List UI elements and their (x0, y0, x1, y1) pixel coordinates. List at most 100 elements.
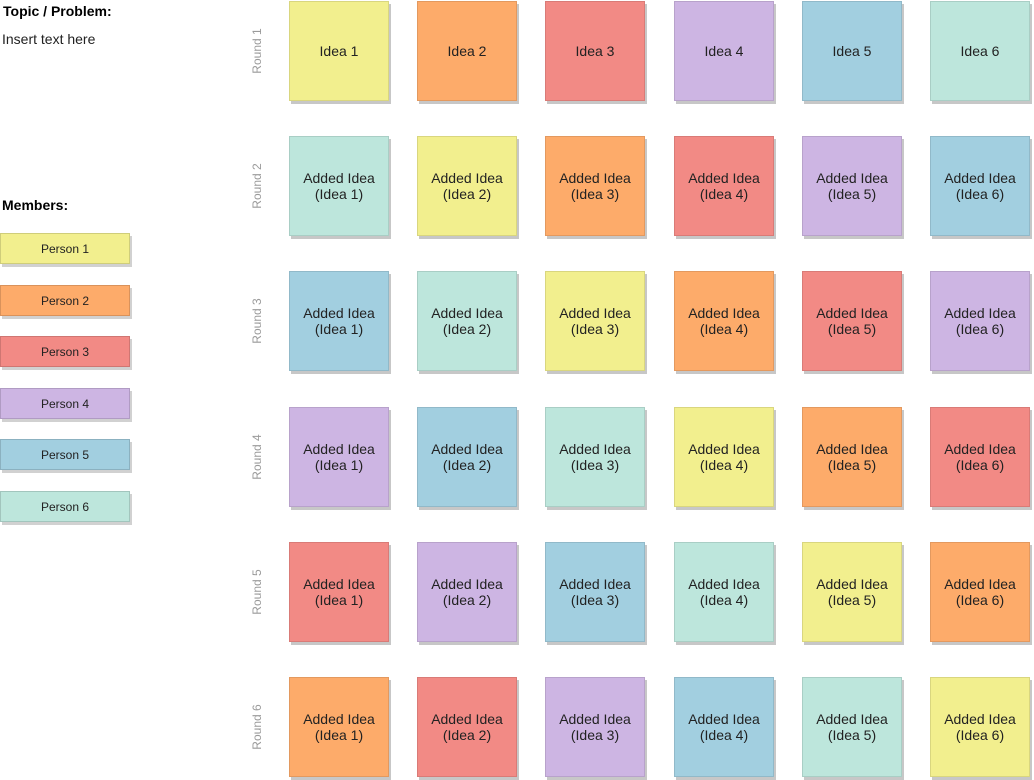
note-line-1: Idea 6 (960, 43, 1000, 59)
sticky-note-r3-c5[interactable]: Added Idea (Idea 5) (802, 271, 902, 371)
sticky-note-r1-c4[interactable]: Idea 4 (674, 1, 774, 101)
note-line-1: Added Idea (559, 576, 631, 592)
note-line-1: Added Idea (944, 576, 1016, 592)
note-line-1: Added Idea (944, 305, 1016, 321)
note-line-1: Added Idea (431, 711, 503, 727)
note-line-2: (Idea 6) (955, 592, 1005, 608)
sticky-note-r3-c2[interactable]: Added Idea (Idea 2) (417, 271, 517, 371)
sticky-note-r3-c3[interactable]: Added Idea (Idea 3) (545, 271, 645, 371)
members-title: Members: (2, 197, 69, 213)
sticky-note-r4-c6[interactable]: Added Idea (Idea 6) (930, 407, 1030, 507)
note-line-1: Added Idea (688, 576, 760, 592)
topic-title: Topic / Problem: (3, 3, 112, 19)
sticky-note-r5-c4[interactable]: Added Idea (Idea 4) (674, 542, 774, 642)
sticky-note-r5-c3[interactable]: Added Idea (Idea 3) (545, 542, 645, 642)
sticky-note-r4-c5[interactable]: Added Idea (Idea 5) (802, 407, 902, 507)
note-line-1: Added Idea (431, 170, 503, 186)
note-line-2: (Idea 3) (570, 727, 620, 743)
note-line-1: Added Idea (431, 305, 503, 321)
note-line-2: (Idea 5) (827, 186, 877, 202)
member-note-1[interactable]: Person 1 (0, 233, 130, 264)
sticky-note-r6-c6[interactable]: Added Idea (Idea 6) (930, 677, 1030, 777)
sticky-note-r5-c2[interactable]: Added Idea (Idea 2) (417, 542, 517, 642)
note-line-1: Added Idea (303, 305, 375, 321)
note-line-2: (Idea 5) (827, 727, 877, 743)
round-label-1: Round 1 (250, 28, 264, 74)
note-line-1: Added Idea (816, 441, 888, 457)
sticky-note-r6-c1[interactable]: Added Idea (Idea 1) (289, 677, 389, 777)
member-note-2[interactable]: Person 2 (0, 285, 130, 316)
note-line-1: Added Idea (431, 576, 503, 592)
note-line-1: Added Idea (559, 170, 631, 186)
member-note-3[interactable]: Person 3 (0, 336, 130, 367)
note-line-1: Added Idea (816, 711, 888, 727)
note-line-2: (Idea 5) (827, 321, 877, 337)
sticky-note-r4-c4[interactable]: Added Idea (Idea 4) (674, 407, 774, 507)
sticky-note-r2-c4[interactable]: Added Idea (Idea 4) (674, 136, 774, 236)
note-line-1: Added Idea (431, 441, 503, 457)
note-line-2: (Idea 6) (955, 727, 1005, 743)
sticky-note-r2-c6[interactable]: Added Idea (Idea 6) (930, 136, 1030, 236)
note-line-1: Idea 1 (319, 43, 359, 59)
sticky-note-r2-c5[interactable]: Added Idea (Idea 5) (802, 136, 902, 236)
note-line-1: Added Idea (816, 305, 888, 321)
note-line-2: (Idea 5) (827, 592, 877, 608)
note-line-2: (Idea 2) (442, 727, 492, 743)
sticky-note-r5-c1[interactable]: Added Idea (Idea 1) (289, 542, 389, 642)
sticky-note-r1-c3[interactable]: Idea 3 (545, 1, 645, 101)
note-line-2: (Idea 5) (827, 457, 877, 473)
member-note-6[interactable]: Person 6 (0, 491, 130, 522)
note-line-1: Added Idea (303, 711, 375, 727)
member-note-4[interactable]: Person 4 (0, 388, 130, 419)
sticky-note-r2-c1[interactable]: Added Idea (Idea 1) (289, 136, 389, 236)
note-line-2: (Idea 2) (442, 186, 492, 202)
sticky-note-r6-c3[interactable]: Added Idea (Idea 3) (545, 677, 645, 777)
member-note-5[interactable]: Person 5 (0, 439, 130, 470)
sticky-note-r3-c1[interactable]: Added Idea (Idea 1) (289, 271, 389, 371)
note-line-2: (Idea 4) (699, 592, 749, 608)
sticky-note-r6-c4[interactable]: Added Idea (Idea 4) (674, 677, 774, 777)
note-line-2: (Idea 1) (314, 727, 364, 743)
note-line-1: Added Idea (559, 441, 631, 457)
note-line-2: (Idea 3) (570, 321, 620, 337)
note-line-2: (Idea 6) (955, 186, 1005, 202)
sticky-note-r4-c2[interactable]: Added Idea (Idea 2) (417, 407, 517, 507)
round-label-3: Round 3 (250, 298, 264, 344)
note-line-1: Added Idea (944, 441, 1016, 457)
sticky-note-r4-c1[interactable]: Added Idea (Idea 1) (289, 407, 389, 507)
note-line-2: (Idea 3) (570, 457, 620, 473)
topic-text[interactable]: Insert text here (2, 31, 96, 47)
sticky-note-r2-c3[interactable]: Added Idea (Idea 3) (545, 136, 645, 236)
sticky-note-r1-c1[interactable]: Idea 1 (289, 1, 389, 101)
note-line-2: (Idea 4) (699, 727, 749, 743)
sticky-note-r4-c3[interactable]: Added Idea (Idea 3) (545, 407, 645, 507)
sticky-note-r1-c5[interactable]: Idea 5 (802, 1, 902, 101)
note-line-1: Idea 5 (832, 43, 872, 59)
note-line-1: Added Idea (303, 576, 375, 592)
round-label-4: Round 4 (250, 434, 264, 480)
note-line-1: Idea 3 (575, 43, 615, 59)
sticky-note-r5-c6[interactable]: Added Idea (Idea 6) (930, 542, 1030, 642)
note-line-1: Added Idea (688, 441, 760, 457)
sticky-note-r1-c2[interactable]: Idea 2 (417, 1, 517, 101)
sticky-note-r5-c5[interactable]: Added Idea (Idea 5) (802, 542, 902, 642)
sticky-note-r3-c6[interactable]: Added Idea (Idea 6) (930, 271, 1030, 371)
note-line-1: Idea 4 (704, 43, 744, 59)
note-line-1: Added Idea (303, 441, 375, 457)
sticky-note-r6-c2[interactable]: Added Idea (Idea 2) (417, 677, 517, 777)
note-line-1: Added Idea (944, 170, 1016, 186)
member-name: Person 4 (40, 396, 90, 411)
sticky-note-r3-c4[interactable]: Added Idea (Idea 4) (674, 271, 774, 371)
note-line-2: (Idea 4) (699, 321, 749, 337)
round-label-6: Round 6 (250, 704, 264, 750)
sticky-note-r2-c2[interactable]: Added Idea (Idea 2) (417, 136, 517, 236)
sticky-note-r6-c5[interactable]: Added Idea (Idea 5) (802, 677, 902, 777)
note-line-2: (Idea 1) (314, 321, 364, 337)
note-line-1: Added Idea (559, 711, 631, 727)
note-line-1: Added Idea (688, 170, 760, 186)
round-label-5: Round 5 (250, 569, 264, 615)
note-line-2: (Idea 1) (314, 592, 364, 608)
member-name: Person 1 (40, 241, 90, 256)
note-line-1: Added Idea (816, 576, 888, 592)
sticky-note-r1-c6[interactable]: Idea 6 (930, 1, 1030, 101)
